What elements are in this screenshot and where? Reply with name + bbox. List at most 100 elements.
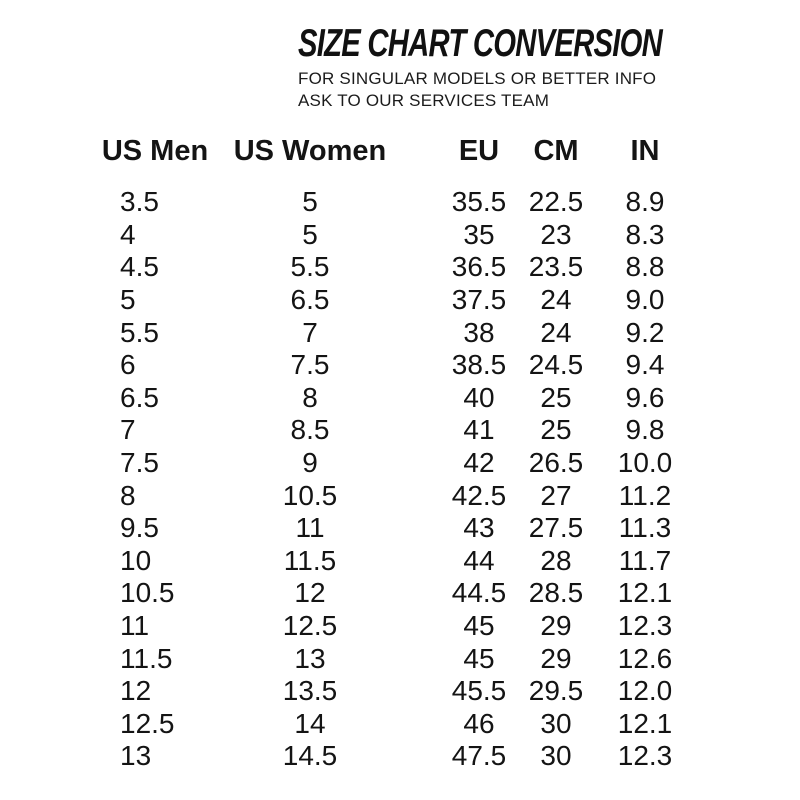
table-row: 11 12.5 45 29 12.3 [0, 610, 800, 643]
table-row: 3.5 5 35.5 22.5 8.9 [0, 186, 800, 219]
cell-us-women: 8.5 [290, 414, 330, 446]
cell-cm: 30 [540, 707, 572, 739]
cell-us-men: 10.5 [120, 577, 175, 609]
cell-cm: 27 [540, 479, 572, 511]
cell-us-women: 5 [302, 218, 318, 250]
cell-eu: 40 [463, 381, 495, 413]
cell-us-men: 3.5 [120, 186, 159, 218]
cell-us-men: 7 [120, 414, 136, 446]
cell-cm: 23 [540, 218, 572, 250]
cell-cm: 23.5 [528, 251, 584, 283]
cell-us-men: 4.5 [120, 251, 159, 283]
cell-us-men: 11.5 [120, 642, 173, 674]
cell-us-men: 11 [120, 610, 150, 642]
cell-cm: 22.5 [528, 186, 584, 218]
cell-in: 9.2 [625, 316, 665, 348]
cell-eu: 45 [463, 610, 495, 642]
cell-us-women: 6.5 [290, 284, 330, 316]
cell-us-men: 7.5 [120, 447, 159, 479]
cell-eu: 38.5 [451, 349, 507, 381]
cell-us-men: 12.5 [120, 707, 175, 739]
column-header-cm: CM [533, 134, 579, 167]
cell-in: 9.8 [625, 414, 665, 446]
table-row: 5.5 7 38 24 9.2 [0, 316, 800, 349]
cell-us-women: 13 [294, 642, 326, 674]
cell-us-women: 14 [294, 707, 326, 739]
cell-eu: 45.5 [451, 675, 507, 707]
cell-cm: 24.5 [528, 349, 584, 381]
cell-in: 9.0 [625, 284, 665, 316]
table-body: 3.5 5 35.5 22.5 8.9 4 5 35 23 8.3 4.5 5.… [0, 186, 800, 773]
table-row: 6 7.5 38.5 24.5 9.4 [0, 349, 800, 382]
size-conversion-table: US Men US Women EU CM IN 3.5 5 35.5 22.5… [0, 134, 800, 773]
table-row: 10.5 12 44.5 28.5 12.1 [0, 577, 800, 610]
cell-us-men: 6 [120, 349, 136, 381]
column-header-in: IN [630, 134, 660, 167]
cell-in: 11.3 [618, 512, 672, 544]
cell-in: 11.2 [618, 479, 672, 511]
cell-cm: 24 [540, 316, 572, 348]
cell-eu: 42 [463, 447, 495, 479]
cell-eu: 38 [463, 316, 495, 348]
cell-eu: 37.5 [451, 284, 507, 316]
table-row: 12 13.5 45.5 29.5 12.0 [0, 675, 800, 708]
cell-in: 12.1 [617, 707, 673, 739]
cell-us-women: 7.5 [290, 349, 330, 381]
table-row: 8 10.5 42.5 27 11.2 [0, 479, 800, 512]
table-row: 4 5 35 23 8.3 [0, 219, 800, 252]
cell-eu: 44 [463, 544, 495, 576]
cell-cm: 27.5 [528, 512, 584, 544]
cell-us-women: 9 [302, 447, 318, 479]
cell-us-women: 11 [295, 512, 325, 544]
column-header-eu: EU [458, 134, 500, 167]
table-row: 11.5 13 45 29 12.6 [0, 642, 800, 675]
cell-cm: 25 [540, 381, 572, 413]
cell-cm: 25 [540, 414, 572, 446]
cell-us-men: 8 [120, 479, 136, 511]
cell-cm: 24 [540, 284, 572, 316]
cell-us-women: 11.5 [283, 544, 337, 576]
cell-cm: 28 [540, 544, 572, 576]
cell-cm: 29 [540, 642, 572, 674]
table-header-row: US Men US Women EU CM IN [0, 134, 800, 168]
cell-us-men: 6.5 [120, 381, 159, 413]
cell-us-women: 7 [302, 316, 318, 348]
cell-eu: 41 [463, 414, 495, 446]
cell-us-women: 12 [294, 577, 326, 609]
cell-eu: 43 [463, 512, 495, 544]
cell-eu: 45 [463, 642, 495, 674]
cell-eu: 35 [463, 218, 495, 250]
subtitle-line-2: ASK TO OUR SERVICES TEAM [298, 90, 550, 110]
cell-cm: 28.5 [528, 577, 584, 609]
cell-cm: 26.5 [528, 447, 584, 479]
table-row: 7 8.5 41 25 9.8 [0, 414, 800, 447]
cell-eu: 35.5 [451, 186, 507, 218]
cell-in: 12.3 [617, 610, 673, 642]
page-subtitle: FOR SINGULAR MODELS OR BETTER INFO ASK T… [298, 68, 783, 111]
cell-us-women: 10.5 [282, 479, 338, 511]
page-title: SIZE CHART CONVERSION [298, 22, 663, 65]
cell-in: 8.8 [625, 251, 665, 283]
cell-in: 9.4 [625, 349, 665, 381]
cell-in: 8.3 [625, 218, 665, 250]
cell-us-women: 14.5 [282, 740, 338, 772]
cell-in: 12.1 [617, 577, 673, 609]
table-row: 10 11.5 44 28 11.7 [0, 545, 800, 578]
cell-in: 12.0 [617, 675, 673, 707]
table-row: 4.5 5.5 36.5 23.5 8.8 [0, 251, 800, 284]
subtitle-line-1: FOR SINGULAR MODELS OR BETTER INFO [298, 69, 657, 88]
table-row: 9.5 11 43 27.5 11.3 [0, 512, 800, 545]
cell-in: 12.3 [617, 740, 673, 772]
cell-eu: 42.5 [451, 479, 507, 511]
table-row: 7.5 9 42 26.5 10.0 [0, 447, 800, 480]
cell-in: 12.6 [617, 642, 673, 674]
cell-eu: 46 [463, 707, 495, 739]
cell-us-men: 5.5 [120, 316, 159, 348]
cell-eu: 44.5 [451, 577, 507, 609]
cell-us-men: 9.5 [120, 512, 159, 544]
cell-cm: 30 [540, 740, 572, 772]
chart-header: SIZE CHART CONVERSION FOR SINGULAR MODEL… [298, 24, 783, 111]
column-header-us-women: US Women [233, 134, 387, 167]
table-row: 12.5 14 46 30 12.1 [0, 708, 800, 741]
